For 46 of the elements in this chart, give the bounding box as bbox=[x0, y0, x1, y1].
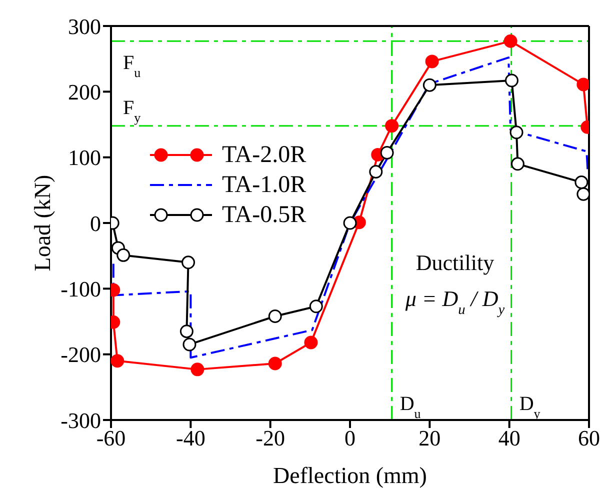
point bbox=[510, 157, 524, 171]
ref-line-label: F$_{y}$ bbox=[123, 96, 142, 124]
x-tick-label: 60 bbox=[578, 426, 600, 451]
x-tick-label: -40 bbox=[176, 426, 206, 451]
point bbox=[268, 309, 282, 323]
annotation: Ductility bbox=[416, 250, 494, 275]
x-tick-label: 0 bbox=[344, 426, 356, 451]
y-tick-label: 100 bbox=[68, 145, 101, 170]
point bbox=[268, 356, 282, 370]
point bbox=[385, 119, 399, 133]
point bbox=[111, 354, 124, 368]
point bbox=[304, 336, 318, 350]
point bbox=[510, 126, 524, 140]
point bbox=[343, 216, 357, 230]
y-tick-label: -300 bbox=[60, 408, 101, 433]
annotation: μ = D$_{u}$ / D$_{y}$ bbox=[404, 286, 506, 318]
point bbox=[574, 176, 588, 190]
x-tick-label: 20 bbox=[418, 426, 441, 451]
point bbox=[309, 300, 323, 314]
point bbox=[182, 256, 196, 270]
y-tick-label: 0 bbox=[90, 210, 101, 236]
y-axis-title: Load (kN) bbox=[30, 174, 56, 272]
legend-label: TA-2.0R bbox=[222, 142, 306, 168]
point bbox=[576, 187, 589, 201]
ref-line-label: D$_{u}$ bbox=[400, 393, 422, 420]
point bbox=[180, 324, 194, 338]
point bbox=[116, 248, 130, 262]
x-tick-label: -20 bbox=[256, 426, 285, 451]
x-tick-label: 40 bbox=[498, 426, 520, 451]
point bbox=[504, 74, 518, 88]
legend-label: TA-0.5R bbox=[222, 202, 306, 228]
point bbox=[190, 362, 204, 376]
y-tick-label: -200 bbox=[60, 342, 101, 368]
legend-label: TA-1.0R bbox=[222, 172, 306, 198]
point bbox=[369, 165, 383, 179]
point bbox=[425, 54, 439, 68]
x-axis-title: Deflection (mm) bbox=[273, 463, 427, 488]
point bbox=[182, 338, 196, 352]
ref-line-label: F$_{u}$ bbox=[123, 52, 142, 80]
point bbox=[422, 78, 436, 92]
y-tick-label: -100 bbox=[60, 276, 101, 302]
y-tick-label: 300 bbox=[68, 14, 101, 39]
point bbox=[380, 146, 394, 160]
point bbox=[576, 78, 589, 92]
point bbox=[504, 34, 518, 48]
y-tick-label: 200 bbox=[68, 79, 101, 104]
